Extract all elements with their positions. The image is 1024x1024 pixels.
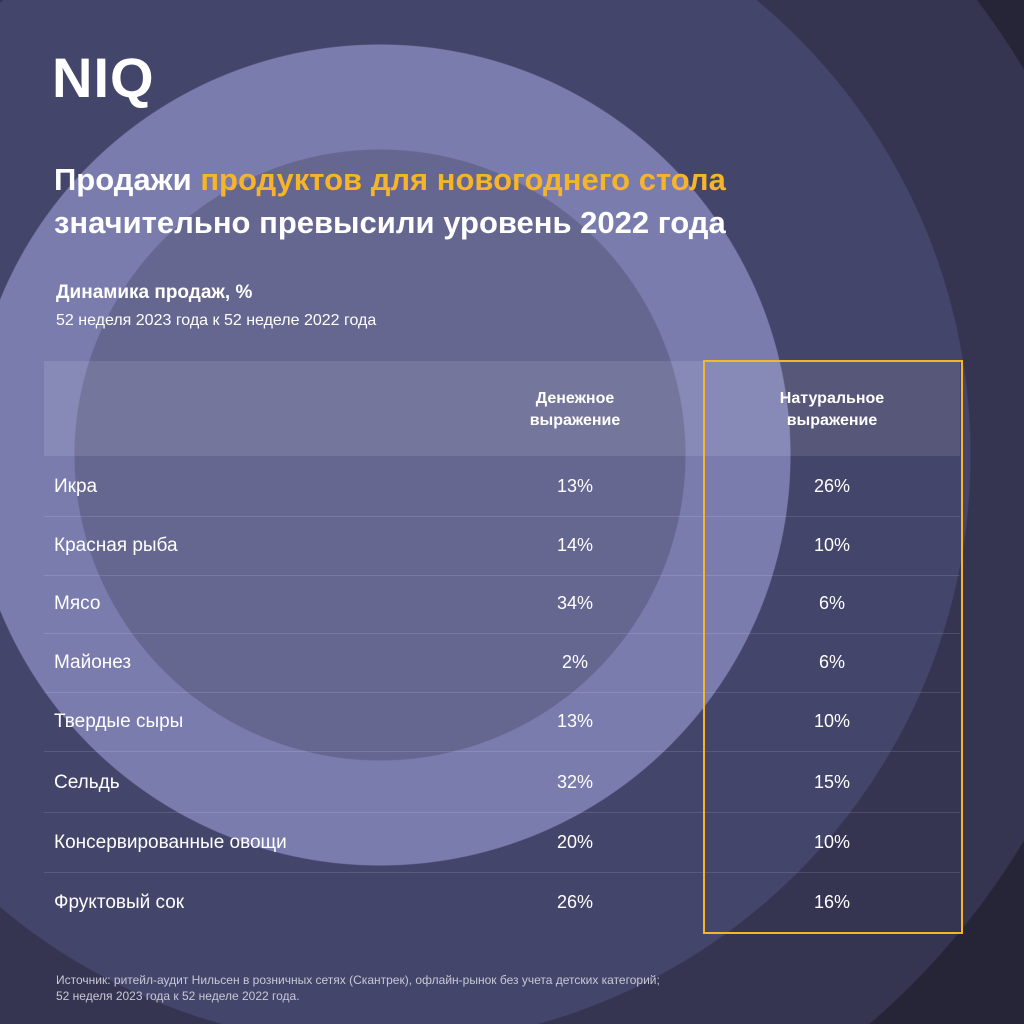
table-row: Икра 13% 26%: [44, 456, 960, 517]
page-title: Продажи продуктов для новогоднего стола …: [54, 158, 994, 244]
row-category: Майонез: [54, 652, 132, 673]
row-category: Консервированные овощи: [54, 832, 287, 853]
table-heading: Динамика продаж, %: [56, 282, 253, 303]
row-volume-value: 26%: [813, 476, 851, 496]
row-money-value: 13%: [556, 711, 594, 731]
table-period: 52 неделя 2023 года к 52 неделе 2022 год…: [56, 312, 377, 329]
table-row: Мясо 34% 6%: [44, 573, 960, 634]
row-category: Мясо: [54, 593, 101, 614]
row-money-value: 26%: [556, 892, 594, 912]
row-volume-value: 10%: [813, 535, 851, 555]
table-row: Майонез 2% 6%: [44, 632, 960, 693]
header-volume-line1: Натуральное: [779, 390, 885, 407]
table-row: Консервированные овощи 20% 10%: [44, 812, 960, 873]
header-money: Денежное выражение: [475, 388, 675, 432]
title-highlight: продуктов для новогоднего стола: [200, 162, 726, 197]
row-volume-value: 6%: [818, 593, 845, 613]
row-category: Сельдь: [54, 772, 120, 793]
row-money-value: 20%: [556, 832, 594, 852]
row-volume-value: 10%: [813, 832, 851, 852]
row-volume-value: 15%: [813, 772, 851, 792]
table-row: Сельдь 32% 15%: [44, 752, 960, 813]
footnote-line1: Источник: ритейл-аудит Нильсен в розничн…: [56, 973, 660, 987]
row-money-value: 34%: [556, 593, 594, 613]
row-category: Твердые сыры: [54, 711, 184, 732]
table-row: Фруктовый сок 26% 16%: [44, 872, 960, 932]
table-row: Красная рыба 14% 10%: [44, 515, 960, 576]
table-header-band: [44, 361, 960, 456]
row-money-value: 14%: [556, 535, 594, 555]
volume-column-highlight: [703, 360, 963, 934]
title-line2: значительно превысили уровень 2022 года: [54, 205, 726, 240]
row-money-value: 13%: [556, 476, 594, 496]
row-volume-value: 16%: [813, 892, 851, 912]
row-category: Фруктовый сок: [54, 892, 185, 913]
source-footnote: Источник: ритейл-аудит Нильсен в розничн…: [56, 972, 956, 1004]
header-money-line2: выражение: [529, 412, 621, 429]
table-row: Твердые сыры 13% 10%: [44, 691, 960, 752]
title-part1: Продажи: [54, 162, 201, 197]
row-money-value: 2%: [561, 652, 588, 672]
header-volume: Натуральное выражение: [732, 388, 932, 432]
row-volume-value: 6%: [818, 652, 845, 672]
row-category: Икра: [54, 476, 98, 497]
niq-logo: NIQ: [52, 46, 155, 109]
footnote-line2: 52 неделя 2023 года к 52 неделе 2022 год…: [56, 989, 300, 1003]
row-volume-value: 10%: [813, 711, 851, 731]
row-category: Красная рыба: [54, 535, 178, 556]
header-money-line1: Денежное: [535, 390, 615, 407]
row-money-value: 32%: [556, 772, 594, 792]
header-volume-line2: выражение: [786, 412, 878, 429]
